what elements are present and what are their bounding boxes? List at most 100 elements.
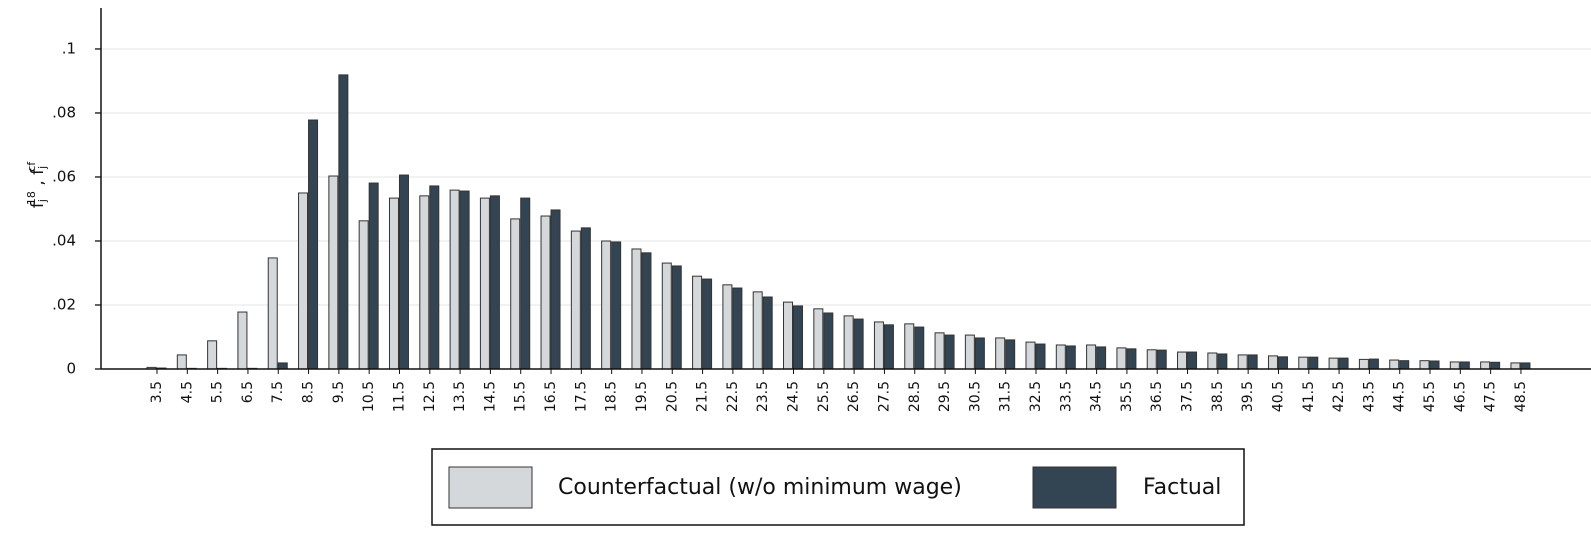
bar bbox=[1399, 360, 1410, 370]
bar bbox=[1156, 349, 1167, 370]
x-tick-label: 19.5 bbox=[634, 381, 650, 412]
x-tick-label: 47.5 bbox=[1483, 381, 1499, 412]
bar bbox=[1126, 348, 1137, 370]
bar bbox=[1116, 347, 1127, 370]
bar bbox=[783, 301, 794, 370]
bar bbox=[843, 315, 854, 370]
x-tick-label: 20.5 bbox=[664, 381, 680, 412]
bar bbox=[974, 337, 985, 370]
x-tick-label: 48.5 bbox=[1513, 381, 1529, 412]
bar bbox=[1146, 349, 1157, 370]
bar bbox=[1298, 356, 1309, 370]
bar bbox=[671, 265, 682, 370]
bar bbox=[510, 218, 521, 370]
x-tick-label: 6.5 bbox=[240, 381, 256, 403]
x-tick-label: 30.5 bbox=[967, 381, 983, 412]
bar bbox=[540, 215, 551, 370]
x-tick-label: 29.5 bbox=[937, 381, 953, 412]
x-tick-label: 12.5 bbox=[422, 381, 438, 412]
x-tick-label: 17.5 bbox=[573, 381, 589, 412]
bar bbox=[1055, 344, 1066, 370]
bar bbox=[1328, 357, 1339, 370]
bar bbox=[479, 197, 490, 370]
bar bbox=[762, 296, 773, 370]
bar bbox=[1187, 351, 1198, 370]
bar bbox=[1389, 359, 1400, 370]
bar bbox=[964, 334, 975, 370]
bar bbox=[368, 182, 379, 370]
bar bbox=[661, 262, 672, 370]
bar bbox=[1368, 358, 1379, 370]
bar bbox=[641, 252, 652, 370]
x-tick-label: 4.5 bbox=[179, 381, 195, 403]
bar bbox=[388, 197, 399, 370]
x-tick-label: 8.5 bbox=[301, 381, 317, 403]
bar bbox=[631, 248, 642, 370]
x-tick-label: 46.5 bbox=[1452, 381, 1468, 412]
bar bbox=[298, 192, 309, 370]
legend-swatch bbox=[1032, 466, 1117, 509]
bar bbox=[237, 311, 248, 370]
x-tick-label: 13.5 bbox=[452, 381, 468, 412]
y-label-part: 18 bbox=[25, 191, 38, 205]
bar bbox=[611, 241, 622, 370]
bar bbox=[1267, 355, 1278, 370]
bar bbox=[702, 278, 713, 370]
y-label-part: f bbox=[28, 201, 48, 208]
x-tick-label: 18.5 bbox=[604, 381, 620, 412]
bar bbox=[328, 175, 339, 370]
bar bbox=[853, 318, 864, 370]
bar bbox=[267, 257, 278, 370]
x-tick-label: 33.5 bbox=[1058, 381, 1074, 412]
x-tick-label: 41.5 bbox=[1301, 381, 1317, 412]
bar bbox=[934, 332, 945, 370]
bar bbox=[1237, 354, 1248, 370]
bar bbox=[722, 284, 733, 370]
bar bbox=[1520, 362, 1531, 370]
bar bbox=[813, 308, 824, 370]
x-tick-label: 10.5 bbox=[361, 381, 377, 412]
x-tick-label: 34.5 bbox=[1089, 381, 1105, 412]
bar bbox=[1025, 341, 1036, 370]
x-tick-label: 40.5 bbox=[1270, 381, 1286, 412]
x-tick-label: 37.5 bbox=[1180, 381, 1196, 412]
bar bbox=[570, 230, 581, 370]
y-tick-label: .1 bbox=[62, 39, 76, 57]
bar bbox=[1177, 351, 1188, 370]
bar bbox=[550, 209, 561, 370]
bar bbox=[601, 240, 612, 370]
x-tick-label: 26.5 bbox=[846, 381, 862, 412]
bar bbox=[459, 190, 470, 370]
x-tick-label: 7.5 bbox=[270, 381, 286, 403]
x-tick-label: 21.5 bbox=[695, 381, 711, 412]
y-label-part: j bbox=[36, 199, 49, 203]
bar bbox=[1277, 356, 1288, 370]
y-label-part: j bbox=[36, 166, 49, 170]
bar bbox=[1338, 357, 1349, 370]
bar bbox=[207, 340, 218, 370]
bar bbox=[914, 326, 925, 370]
bar bbox=[1419, 360, 1430, 370]
bar bbox=[449, 189, 460, 370]
bar bbox=[873, 321, 884, 370]
bar bbox=[1247, 354, 1258, 370]
x-tick-label: 9.5 bbox=[331, 381, 347, 403]
bar bbox=[358, 220, 369, 370]
x-tick-label: 3.5 bbox=[149, 381, 165, 403]
y-label-part: , bbox=[28, 175, 48, 191]
bar bbox=[1086, 344, 1097, 370]
bar bbox=[793, 305, 804, 370]
x-tick-label: 23.5 bbox=[755, 381, 771, 412]
x-tick-label: 42.5 bbox=[1331, 381, 1347, 412]
x-tick-label: 25.5 bbox=[816, 381, 832, 412]
y-tick-label: .04 bbox=[52, 231, 76, 249]
bar bbox=[1358, 358, 1369, 370]
bar bbox=[1005, 339, 1016, 370]
bar bbox=[1449, 361, 1460, 370]
bar bbox=[1490, 361, 1501, 370]
y-tick-label: .08 bbox=[52, 103, 76, 121]
bar bbox=[823, 312, 834, 370]
x-tick-label: 39.5 bbox=[1240, 381, 1256, 412]
x-tick-label: 44.5 bbox=[1392, 381, 1408, 412]
